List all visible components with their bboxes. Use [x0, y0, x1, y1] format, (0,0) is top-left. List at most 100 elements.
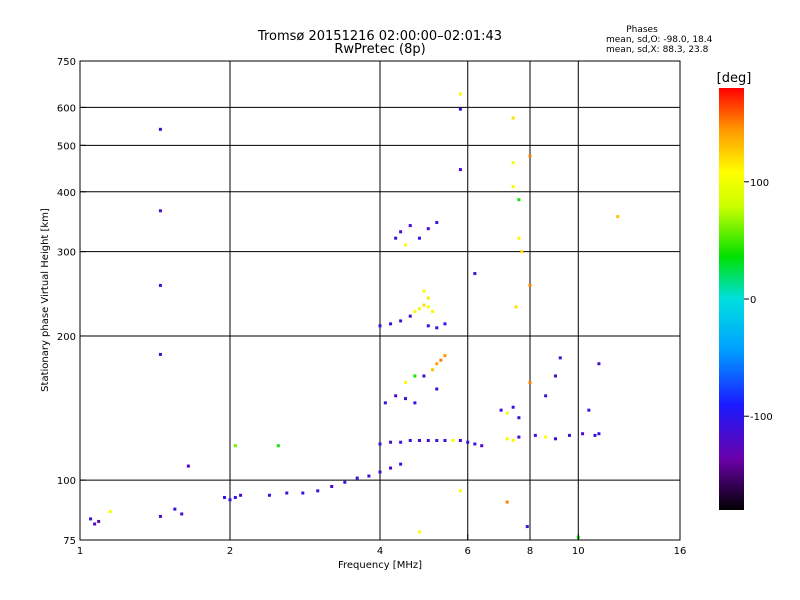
echo-point [422, 374, 426, 378]
echo-point [431, 309, 435, 313]
echo-point [517, 416, 521, 420]
echo-point [89, 517, 93, 521]
echo-point [426, 439, 430, 443]
echo-point [108, 510, 112, 514]
echo-point [233, 444, 237, 448]
echo-point [511, 405, 515, 409]
echo-point [517, 236, 521, 240]
y-tick-label: 200 [57, 332, 76, 343]
echo-point [413, 309, 417, 313]
y-tick-label: 750 [57, 57, 76, 68]
y-tick-label: 400 [57, 188, 76, 199]
echo-point [587, 408, 591, 412]
x-tick-label: 10 [572, 546, 585, 557]
echo-point [158, 283, 162, 287]
echo-point [511, 116, 515, 120]
echo-point [417, 439, 421, 443]
echo-point [399, 319, 403, 323]
echo-point [239, 493, 243, 497]
echo-point [544, 435, 548, 439]
echo-point [399, 440, 403, 444]
echo-point [593, 433, 597, 437]
x-axis-label: Frequency [MHz] [338, 560, 422, 571]
echo-point [581, 432, 585, 436]
echo-point [528, 380, 532, 384]
echo-point [473, 442, 477, 446]
colorbar-tick-label: 0 [750, 295, 756, 306]
echo-point [417, 236, 421, 240]
echo-point [399, 230, 403, 234]
echo-point [451, 439, 455, 443]
x-tick-label: 1 [77, 546, 83, 557]
echo-point [403, 243, 407, 247]
echo-point [426, 227, 430, 231]
echo-point [173, 507, 177, 511]
echo-point [466, 440, 470, 444]
echo-point [458, 168, 462, 172]
echo-point [422, 303, 426, 307]
colorbar-tick-label: 100 [750, 178, 769, 189]
echo-point [505, 500, 509, 504]
echo-point [505, 411, 509, 415]
echo-point [394, 236, 398, 240]
echo-point [558, 356, 562, 360]
colorbar-label: [deg] [717, 71, 752, 86]
echo-point [435, 326, 439, 330]
legend-heading: Phases [626, 25, 658, 35]
echo-point [514, 305, 518, 309]
x-axis-ticks: 1 2 4 6 8 10 16 [77, 534, 687, 557]
echo-point [228, 498, 232, 502]
y-axis-label: Stationary phase Virtual Height [km] [40, 208, 51, 392]
y-tick-label: 600 [57, 103, 76, 114]
echo-point [417, 530, 421, 534]
echo-point [316, 489, 320, 493]
echo-point [158, 209, 162, 213]
echo-point [480, 444, 484, 448]
echo-point [553, 437, 557, 441]
echo-point [97, 519, 101, 523]
echo-point [533, 433, 537, 437]
x-tick-label: 16 [674, 546, 687, 557]
echo-point [413, 401, 417, 405]
echo-point [499, 408, 503, 412]
echo-point [389, 466, 393, 470]
echo-point [435, 439, 439, 443]
echo-point [158, 127, 162, 131]
echo-point [505, 437, 509, 441]
echo-point [389, 440, 393, 444]
echo-point [378, 470, 382, 474]
echo-point [517, 435, 521, 439]
legend-o-mode: mean, sd,O: -98.0, 18.4 [606, 35, 713, 45]
echo-point [567, 433, 571, 437]
y-axis-ticks: 75 100 200 300 400 500 600 750 [57, 57, 86, 547]
echo-point [301, 491, 305, 495]
echo-point [525, 525, 529, 529]
x-tick-label: 6 [465, 546, 471, 557]
echo-point [223, 495, 227, 499]
echo-point [186, 464, 190, 468]
echo-point [597, 432, 601, 436]
legend-x-mode: mean, sd,X: 88.3, 23.8 [606, 45, 709, 55]
echo-point [528, 283, 532, 287]
colorbar-ticks: 100 0 -100 [744, 178, 773, 423]
y-tick-label: 300 [57, 248, 76, 259]
echo-point [553, 374, 557, 378]
echo-point [616, 215, 620, 219]
y-tick-label: 100 [57, 476, 76, 487]
echo-point [180, 512, 184, 516]
chart-subtitle: RwPretec (8p) [334, 42, 425, 57]
echo-point [233, 495, 237, 499]
echo-point [422, 289, 426, 293]
echo-point [473, 272, 477, 276]
echo-point [413, 374, 417, 378]
echo-point [93, 522, 97, 526]
echo-point [367, 474, 371, 478]
echo-point [267, 493, 271, 497]
echo-point [403, 397, 407, 401]
echo-point [355, 476, 359, 480]
colorbar-tick-label: -100 [750, 412, 773, 423]
echo-point [408, 439, 412, 443]
echo-point [426, 296, 430, 300]
echo-point [511, 185, 515, 189]
echo-point [520, 250, 524, 254]
